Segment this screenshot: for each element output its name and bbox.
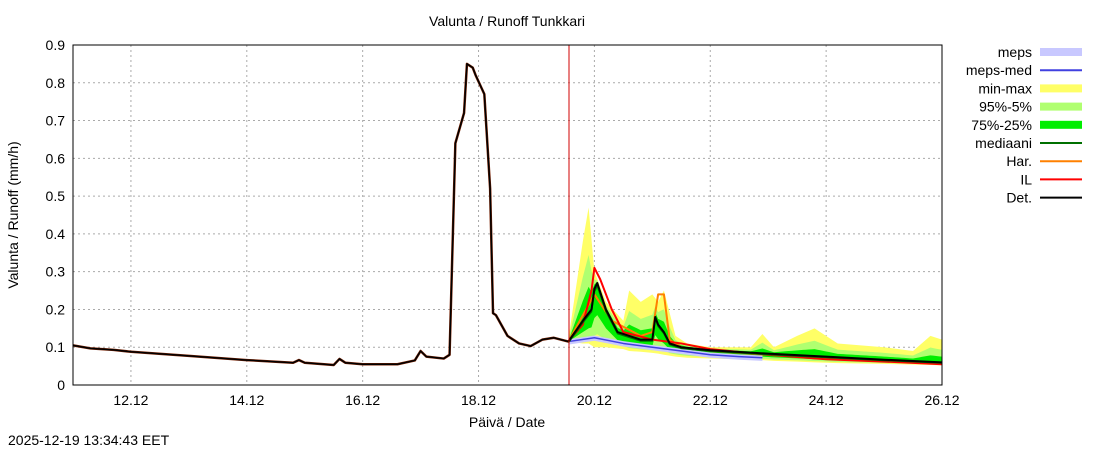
legend-label: 75%-25% [971, 117, 1032, 133]
legend-swatch [1040, 48, 1082, 56]
x-tick-label: 24.12 [809, 392, 844, 408]
y-tick-label: 0.9 [46, 37, 66, 53]
y-tick-label: 0.5 [46, 188, 66, 204]
legend-label: mediaani [975, 135, 1032, 151]
legend: meps meps-med min-max 95%-5% 75%-25% mediaani… [966, 44, 1082, 206]
plot-frame [72, 44, 943, 386]
x-tick-label: 18.12 [461, 392, 496, 408]
y-tick-label: 0.2 [46, 301, 66, 317]
legend-label: Har. [1006, 153, 1032, 169]
chart-title: Valunta / Runoff Tunkkari [429, 13, 585, 29]
y-tick-label: 0.6 [46, 150, 66, 166]
legend-swatch [1040, 84, 1082, 93]
series-lines [72, 62, 943, 367]
legend-label: IL [1020, 171, 1032, 187]
forecast-bands [568, 207, 942, 366]
x-tick-label: 14.12 [229, 392, 264, 408]
y-tick-label: 0.8 [46, 75, 66, 91]
legend-label: Det. [1006, 190, 1032, 206]
x-tick-label: 12.12 [113, 392, 148, 408]
legend-label: 95%-5% [979, 99, 1032, 115]
y-tick-label: 0.4 [46, 226, 66, 242]
x-tick-label: 26.12 [924, 392, 959, 408]
y-tick-label: 0.3 [46, 264, 66, 280]
y-tick-label: 0.1 [46, 339, 66, 355]
x-tick-label: 20.12 [577, 392, 612, 408]
legend-label: meps-med [966, 62, 1032, 78]
x-tick-label: 22.12 [693, 392, 728, 408]
legend-swatch [1040, 102, 1082, 111]
legend-label: meps [998, 44, 1032, 60]
y-axis-label: Valunta / Runoff (mm/h) [5, 141, 21, 288]
y-tick-label: 0.7 [46, 113, 66, 129]
legend-label: min-max [978, 80, 1032, 96]
y-axis-ticks: 0 0.1 0.2 0.3 0.4 0.5 0.6 0.7 0.8 0.9 [46, 37, 66, 393]
timestamp: 2025-12-19 13:34:43 EET [8, 432, 170, 448]
legend-swatch [1040, 120, 1082, 129]
y-tick-label: 0 [57, 377, 65, 393]
x-tick-label: 16.12 [345, 392, 380, 408]
x-axis-label: Päivä / Date [469, 414, 545, 430]
x-axis-ticks: 12.12 14.12 16.12 18.12 20.12 22.12 24.12 26.12 [113, 392, 959, 408]
